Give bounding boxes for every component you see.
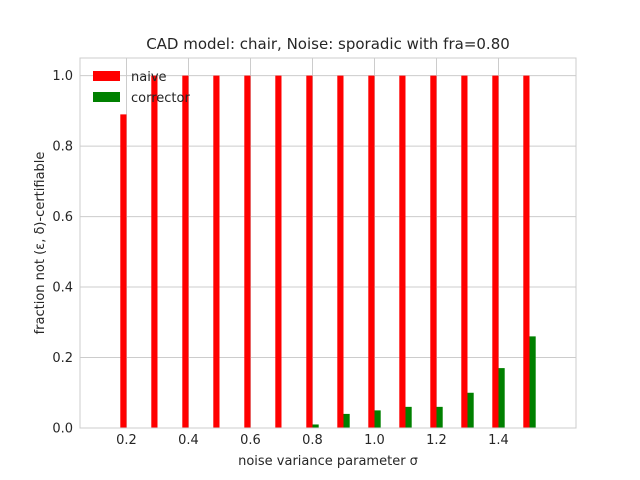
x-tick-label: 1.4	[488, 433, 509, 448]
bars	[120, 75, 536, 428]
legend: naive corrector	[93, 70, 190, 106]
bar-naive	[337, 75, 344, 428]
y-tick-label: 0.0	[52, 422, 73, 437]
x-axis-label: noise variance parameter σ	[238, 454, 418, 469]
y-tick-label: 1.0	[52, 69, 73, 84]
y-tick-label: 0.8	[52, 140, 73, 155]
bar-corrector	[312, 424, 319, 428]
legend-swatch-naive	[93, 71, 120, 81]
chart-title: CAD model: chair, Noise: sporadic with f…	[146, 35, 510, 53]
bar-naive	[399, 75, 406, 428]
bar-naive	[461, 75, 468, 428]
bar-naive	[244, 75, 251, 428]
x-tick-label: 1.2	[426, 433, 447, 448]
x-tick-label: 0.4	[178, 433, 199, 448]
y-axis-label: fraction not (ε, δ)-certifiable	[33, 152, 48, 335]
bar-corrector	[436, 406, 443, 428]
bar-naive	[306, 75, 313, 428]
bar-naive	[120, 114, 127, 428]
x-tick-label: 0.2	[116, 433, 137, 448]
x-tick-label: 0.6	[240, 433, 261, 448]
tick-labels: 0.0 0.2 0.4 0.6 0.8 1.0 0.2 0.4 0.6 0.8 1.0 1.2 1.4	[52, 69, 509, 448]
y-tick-label: 0.6	[52, 210, 73, 225]
x-tick-label: 1.0	[364, 433, 385, 448]
bar-corrector	[343, 413, 350, 428]
bar-corrector	[498, 368, 505, 428]
bar-naive	[275, 75, 282, 428]
y-tick-label: 0.4	[52, 281, 73, 296]
y-tick-label: 0.2	[52, 351, 73, 366]
bar-naive	[492, 75, 499, 428]
bar-corrector	[405, 406, 412, 428]
bar-naive	[523, 75, 530, 428]
legend-label-corrector: corrector	[131, 91, 190, 106]
x-tick-label: 0.8	[302, 433, 323, 448]
bar-corrector	[467, 392, 474, 428]
bar-corrector	[374, 410, 381, 428]
legend-label-naive: naive	[131, 70, 167, 85]
bar-naive	[151, 75, 158, 428]
bar-naive	[368, 75, 375, 428]
plot-frame	[79, 57, 577, 429]
bar-corrector	[529, 336, 536, 428]
legend-swatch-corrector	[93, 92, 120, 102]
bar-naive	[182, 75, 189, 428]
bar-naive	[430, 75, 437, 428]
bar-naive	[213, 75, 220, 428]
